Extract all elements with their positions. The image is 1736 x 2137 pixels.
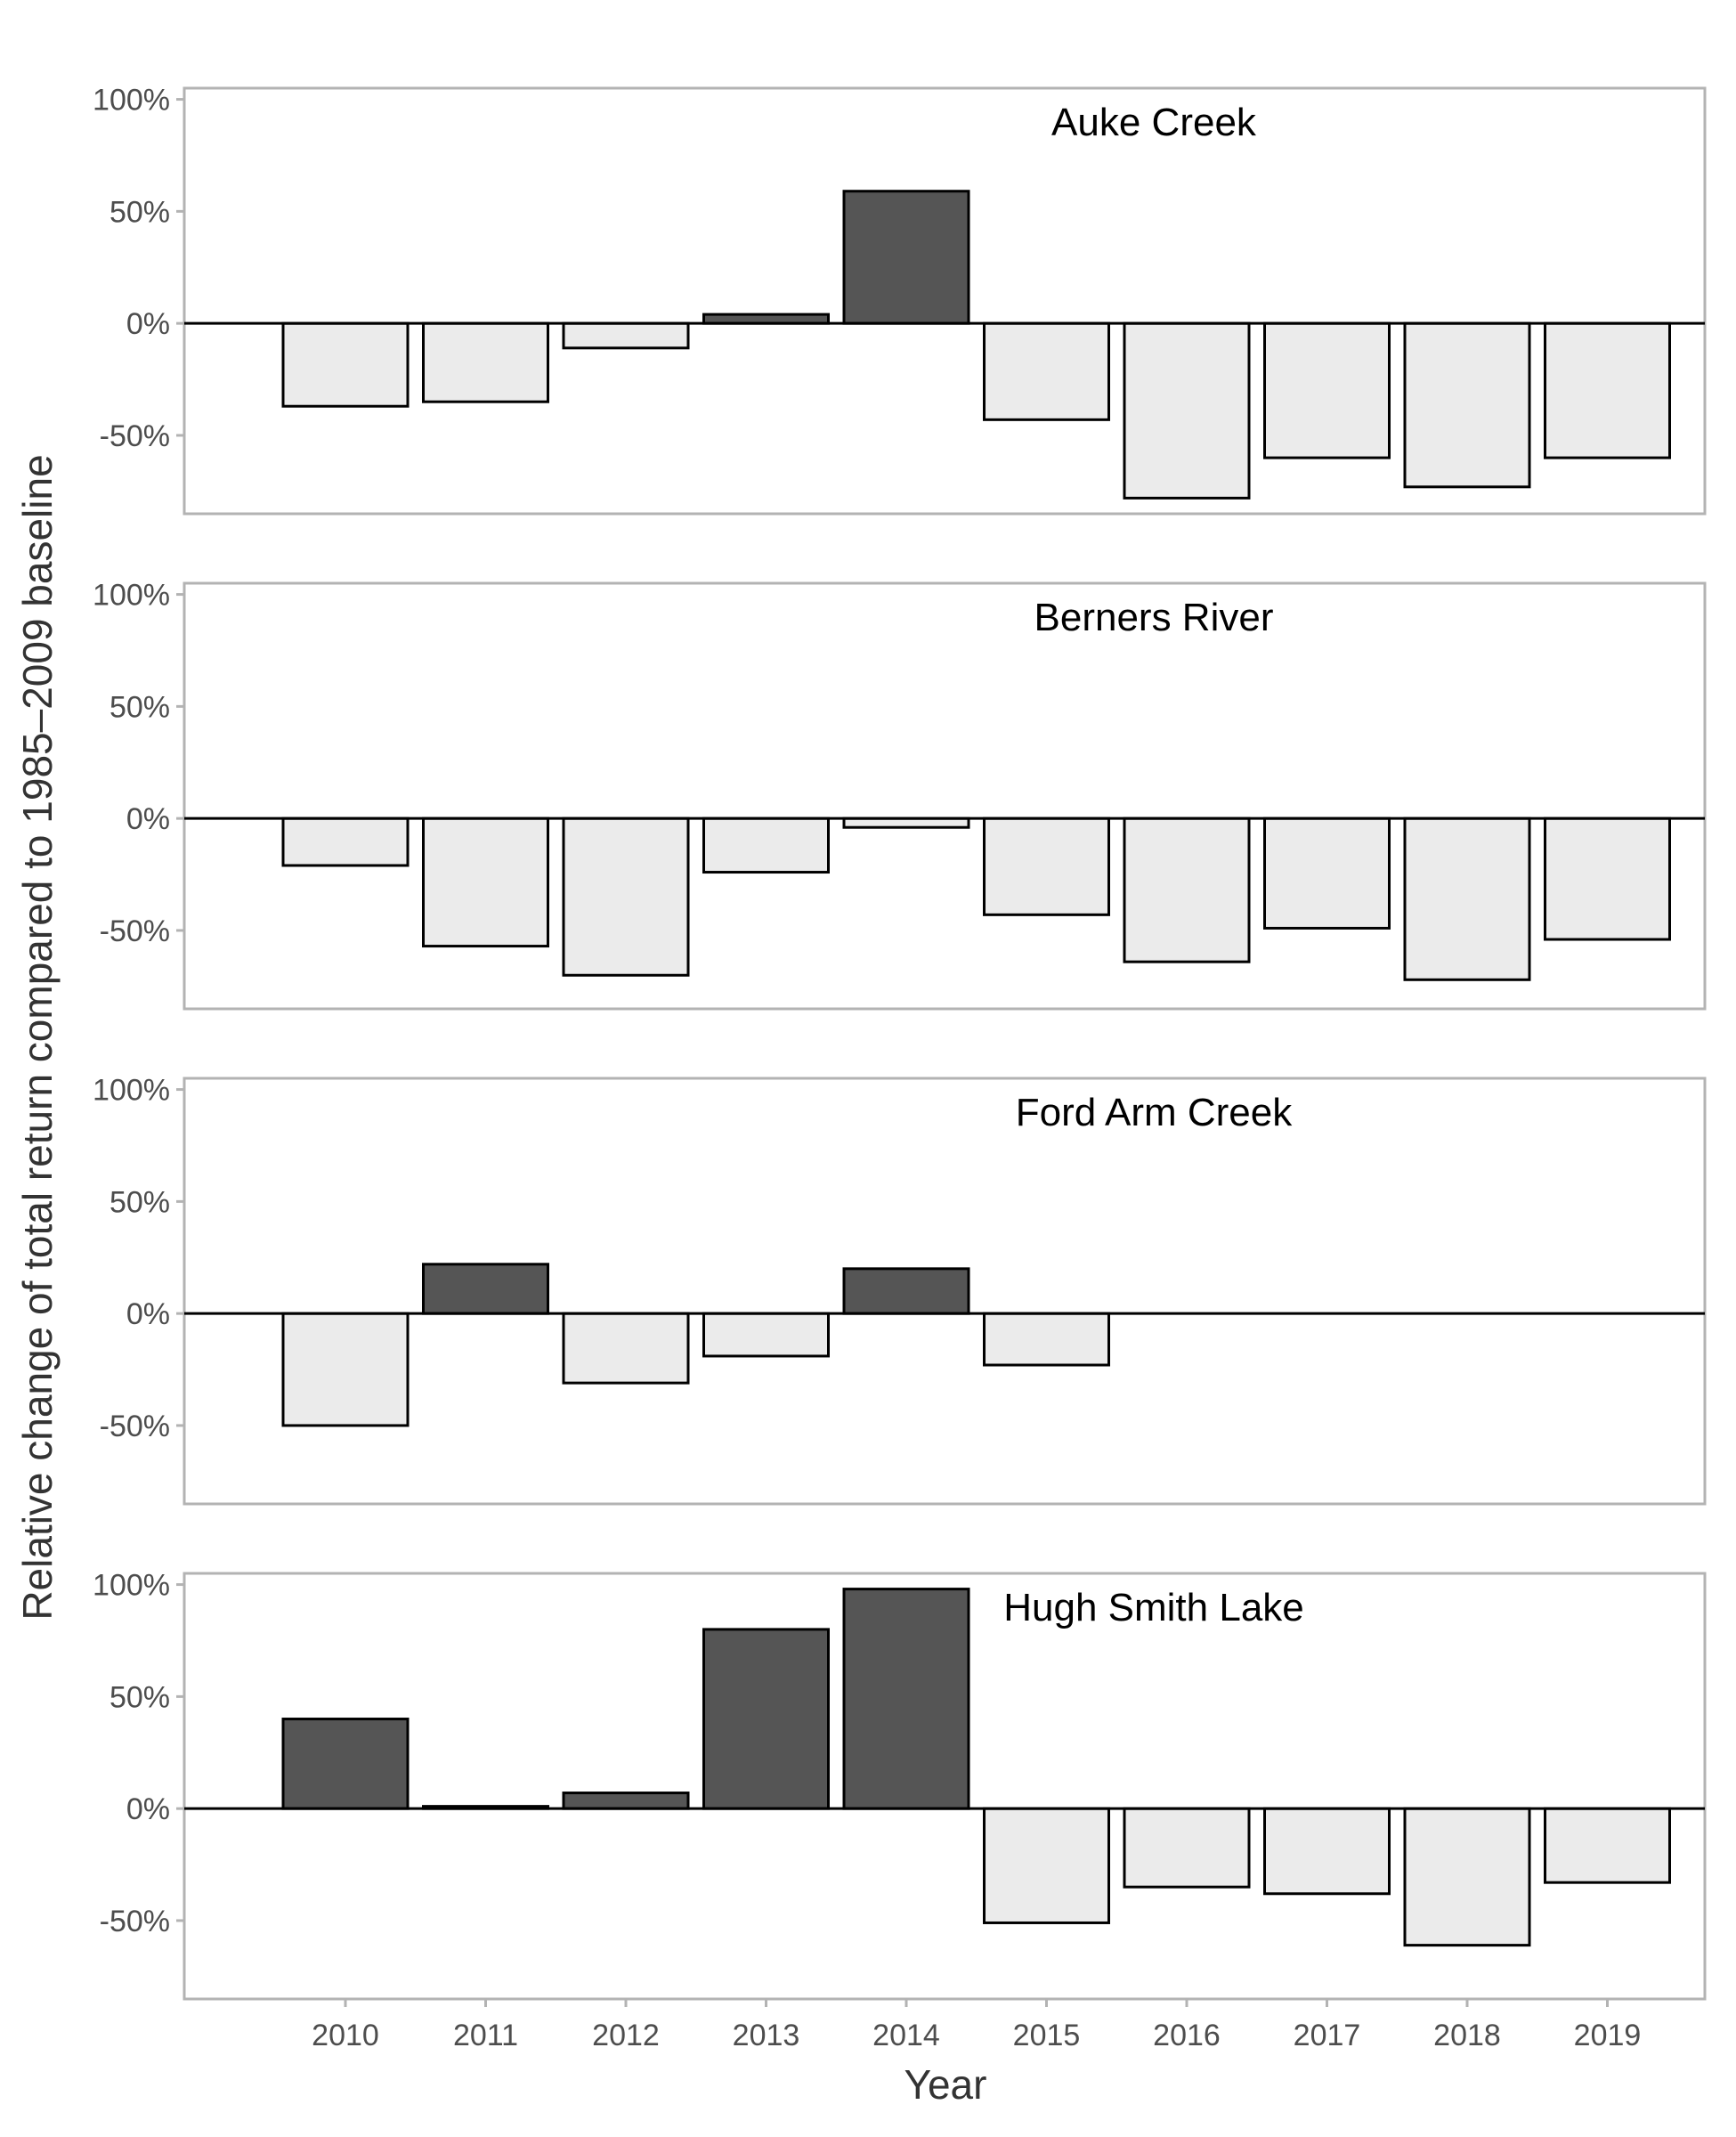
y-tick-label: 100% [93, 579, 170, 613]
x-tick-label: 2010 [312, 2019, 379, 2052]
bar [983, 817, 1110, 916]
panel-title: Berners River [1034, 596, 1274, 639]
y-axis-title: Relative change of total return compared… [14, 454, 61, 1620]
bar [1544, 321, 1671, 459]
x-tick-label: 2018 [1433, 2019, 1501, 2052]
bar [562, 1312, 690, 1385]
y-tick-label: 50% [110, 195, 170, 229]
y-tick-label: -50% [100, 1410, 170, 1443]
y-tick-label: -50% [100, 419, 170, 453]
x-tick-label: 2016 [1153, 2019, 1221, 2052]
bar [983, 1807, 1110, 1924]
bar [1544, 1807, 1671, 1884]
bar [702, 1312, 830, 1358]
x-tick-label: 2013 [733, 2019, 800, 2052]
y-tick-label: 0% [126, 307, 170, 341]
y-tick-label: 100% [93, 84, 170, 118]
bar [1403, 817, 1531, 981]
x-tick-label: 2017 [1294, 2019, 1361, 2052]
bar [702, 1628, 830, 1810]
bar [842, 817, 970, 829]
bar [562, 1792, 690, 1810]
y-tick-label: -50% [100, 914, 170, 948]
bar [1403, 1807, 1531, 1947]
bar [1123, 1807, 1251, 1889]
bar [983, 1312, 1110, 1367]
bar [1263, 1807, 1391, 1896]
panel: 100% 50% 0% -50% Hugh Smith Lake [93, 1569, 1707, 2001]
y-tick-label: 100% [93, 1074, 170, 1108]
bar [281, 817, 410, 867]
y-tick-label: -50% [100, 1905, 170, 1938]
y-tick-label: 0% [126, 1792, 170, 1826]
bar [562, 817, 690, 977]
panels-layer: 100% 50% 0% -50% Auke Creek 100% 50% 0% -50% Bern… [93, 84, 1707, 2001]
panel-title: Hugh Smith Lake [1003, 1586, 1304, 1629]
bar [1263, 817, 1391, 930]
x-tick-label: 2015 [1013, 2019, 1081, 2052]
bar [422, 1263, 549, 1315]
y-tick-label: 50% [110, 690, 170, 724]
bar [702, 817, 830, 874]
bar [842, 1588, 970, 1810]
bar [281, 321, 410, 408]
bar [1263, 321, 1391, 459]
x-tick-label: 2012 [592, 2019, 660, 2052]
bar [1403, 321, 1531, 489]
x-axis: 2010 2011 2012 2013 2014 2015 2016 2017 2018 2019 [312, 1999, 1641, 2052]
panel-title: Auke Creek [1051, 101, 1257, 144]
bar [983, 321, 1110, 421]
panel: 100% 50% 0% -50% Berners River [93, 579, 1707, 1011]
bar [422, 321, 549, 403]
y-tick-label: 50% [110, 1185, 170, 1219]
x-tick-label: 2019 [1574, 2019, 1642, 2052]
x-axis-title: Year [905, 2061, 987, 2108]
bar [702, 313, 830, 325]
x-tick-label: 2011 [453, 2019, 518, 2052]
panel-title: Ford Arm Creek [1016, 1091, 1294, 1134]
y-tick-label: 0% [126, 1297, 170, 1331]
y-tick-label: 100% [93, 1569, 170, 1603]
bar [1123, 321, 1251, 500]
bar [422, 817, 549, 948]
x-tick-label: 2014 [872, 2019, 940, 2052]
bar [562, 321, 690, 350]
y-tick-label: 50% [110, 1680, 170, 1714]
bar [281, 1312, 410, 1427]
y-tick-label: 0% [126, 802, 170, 836]
bar [281, 1718, 410, 1810]
panel: 100% 50% 0% -50% Ford Arm Creek [93, 1074, 1707, 1506]
bar [1123, 817, 1251, 963]
panel: 100% 50% 0% -50% Auke Creek [93, 84, 1707, 516]
bar [1544, 817, 1671, 941]
bar [842, 190, 970, 325]
bar [842, 1267, 970, 1315]
